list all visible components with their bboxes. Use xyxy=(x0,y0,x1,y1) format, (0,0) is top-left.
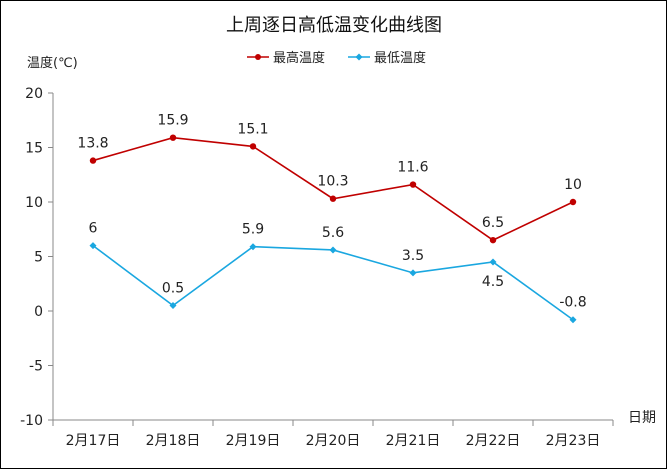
data-label: 10.3 xyxy=(317,174,348,190)
data-label: 15.1 xyxy=(237,121,268,137)
x-tick-label: 2月23日 xyxy=(546,433,601,449)
data-label: 5.9 xyxy=(242,222,264,238)
x-tick-label: 2月21日 xyxy=(386,433,441,449)
legend: 最高温度 最低温度 xyxy=(247,50,426,66)
y-axis-label: 温度(℃) xyxy=(27,55,78,71)
data-point xyxy=(489,258,497,266)
data-label: 3.5 xyxy=(402,248,424,264)
data-label: 5.6 xyxy=(322,225,344,241)
legend-label-high: 最高温度 xyxy=(273,50,325,66)
data-point xyxy=(489,236,497,244)
x-tick-label: 2月18日 xyxy=(146,433,201,449)
legend-label-low: 最低温度 xyxy=(374,50,426,66)
data-point xyxy=(169,302,177,310)
y-tick-label: 15 xyxy=(25,141,43,157)
x-tick-label: 2月17日 xyxy=(66,433,121,449)
y-tick-label: 20 xyxy=(25,86,43,102)
data-point xyxy=(249,143,257,150)
data-label: 10 xyxy=(564,177,582,193)
y-tick-label: 0 xyxy=(34,304,43,320)
data-label: 6.5 xyxy=(482,215,504,231)
x-tick-label: 2月22日 xyxy=(466,433,521,449)
data-point xyxy=(329,246,337,254)
legend-marker-low xyxy=(355,53,363,61)
data-point xyxy=(249,243,257,251)
series-layer: 13.8 15.9 15.1 10.3 11.6 6.5 10 6 0.5 5.9 5.6 3.5 4.… xyxy=(77,113,587,324)
data-point xyxy=(409,181,417,188)
y-tick-label: -5 xyxy=(29,359,43,375)
data-point xyxy=(329,195,337,202)
y-tick-label: 5 xyxy=(34,250,43,266)
legend-item-low: 最低温度 xyxy=(348,50,426,66)
data-point xyxy=(569,198,577,206)
data-label: 6 xyxy=(89,221,98,237)
data-point xyxy=(169,134,177,141)
y-tick-label: 10 xyxy=(25,195,43,211)
data-point xyxy=(409,269,417,277)
data-point xyxy=(569,316,577,324)
x-tick-label: 2月20日 xyxy=(306,433,361,449)
data-point xyxy=(89,157,97,164)
data-label: 11.6 xyxy=(397,160,428,176)
data-label: 13.8 xyxy=(77,136,108,152)
legend-marker-high xyxy=(255,54,261,60)
data-label: -0.8 xyxy=(559,295,586,311)
y-tick-label: -10 xyxy=(20,413,43,429)
x-tick-label: 2月19日 xyxy=(226,433,281,449)
data-point xyxy=(89,242,97,250)
data-label: 4.5 xyxy=(482,274,504,290)
chart-title: 上周逐日高低温变化曲线图 xyxy=(226,15,442,36)
data-label: 15.9 xyxy=(157,113,188,129)
legend-item-high: 最高温度 xyxy=(247,50,325,66)
x-axis-label: 日期 xyxy=(628,410,656,426)
axes: 20 15 10 5 0 -5 -10 2月17日 2月18日 2月19日 2月20日 2月21日 2月… xyxy=(20,86,614,449)
data-label: 0.5 xyxy=(162,281,184,297)
